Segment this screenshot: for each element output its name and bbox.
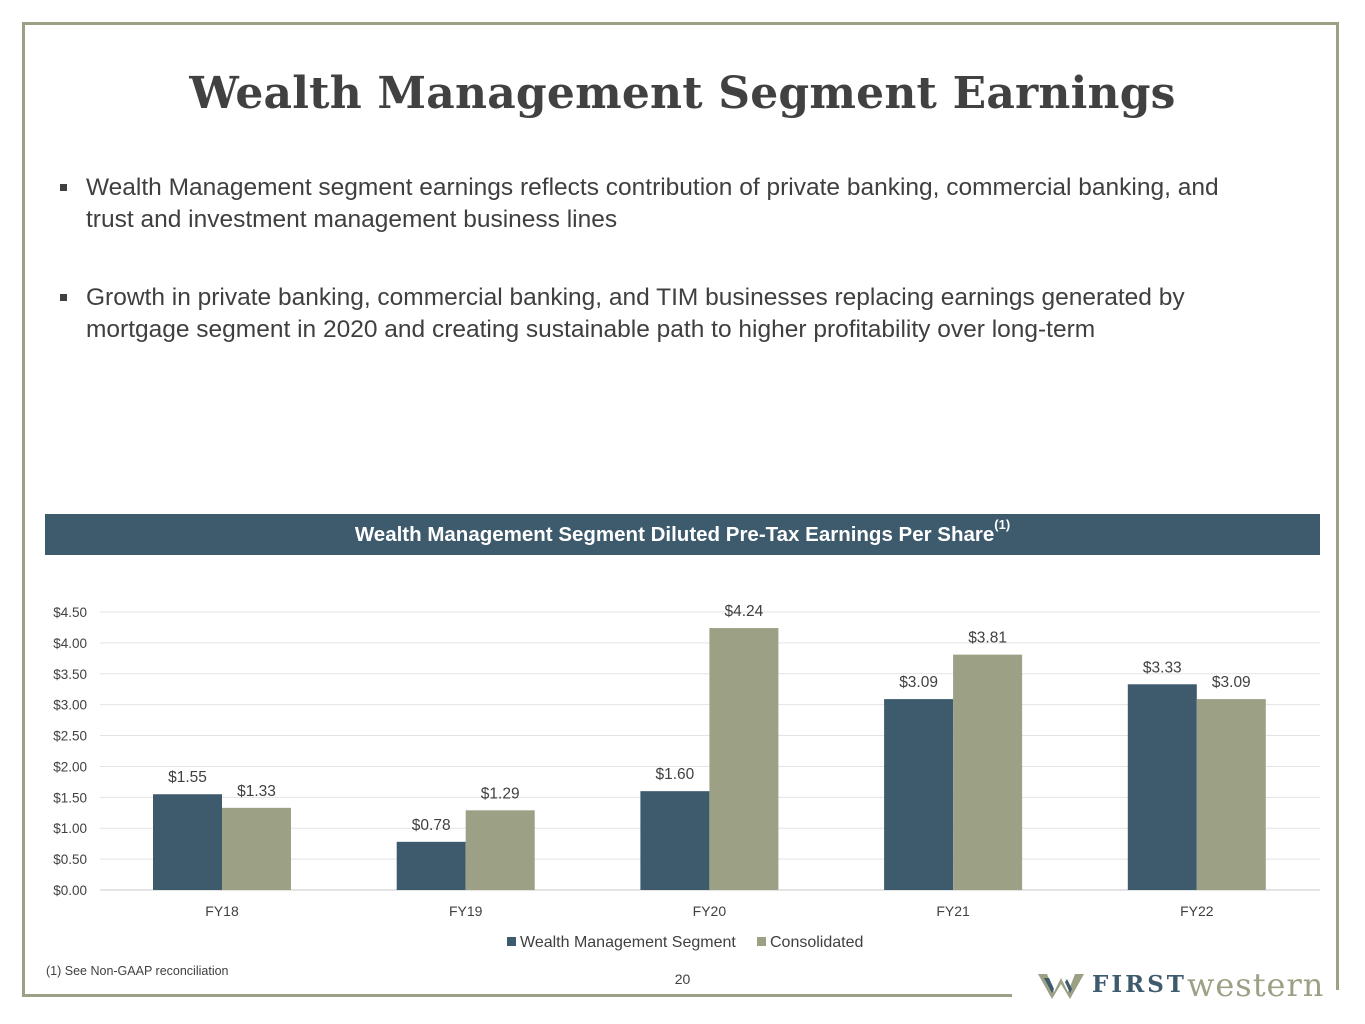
bar [1196, 699, 1266, 890]
chart-legend: Wealth Management Segment Consolidated [507, 934, 863, 951]
bullet-text: Growth in private banking, commercial ba… [86, 284, 1185, 343]
legend-label: Consolidated [770, 934, 863, 951]
bullet-text: Wealth Management segment earnings refle… [86, 174, 1219, 233]
x-axis-ticks: FY18 FY19 FY20 FY21 FY22 [205, 903, 1213, 919]
chart-title: Wealth Management Segment Diluted Pre-Ta… [354, 523, 995, 546]
bar [953, 654, 1023, 890]
y-tick-label: $2.50 [53, 729, 87, 744]
logo-western-text: western [1186, 966, 1325, 1004]
chart-bars [153, 628, 1266, 890]
square-bullet-icon [60, 184, 67, 191]
bar-chart: $0.00 $0.50 $1.00 $1.50 $2.00 $2.50 $3.00 $3.50… [53, 603, 1320, 951]
y-tick-label: $4.50 [53, 605, 87, 620]
y-tick-label: $4.00 [53, 636, 87, 651]
bar [709, 628, 779, 890]
page-title: Wealth Management Segment Earnings [189, 68, 1176, 119]
bar [884, 699, 954, 890]
bar [396, 841, 466, 890]
page-number: 20 [674, 971, 691, 987]
chart-data-labels: $1.55 $1.33 $0.78 $1.29 $1.60 $4.24 $3.09 $3.81… [168, 603, 1251, 834]
logo-w-icon [1038, 974, 1084, 999]
bullet-item: Wealth Management segment earnings refle… [58, 172, 1258, 236]
bar-value-label: $1.29 [481, 785, 520, 802]
square-bullet-icon [60, 294, 67, 301]
bar [640, 791, 710, 890]
bullet-item: Growth in private banking, commercial ba… [58, 282, 1258, 346]
bar-value-label: $4.24 [725, 603, 764, 620]
footnote: (1) See Non-GAAP reconciliation [46, 964, 229, 978]
legend-swatch [757, 937, 766, 946]
bar [1127, 684, 1197, 890]
bar-value-label: $3.81 [968, 630, 1007, 647]
bar-value-label: $0.78 [412, 817, 451, 834]
legend-label: Wealth Management Segment [520, 934, 736, 951]
bar-value-label: $1.33 [237, 783, 276, 800]
bar [465, 810, 535, 890]
y-tick-label: $1.00 [53, 821, 87, 836]
bar-value-label: $1.55 [168, 769, 207, 786]
logo-first-text: FIRST [1092, 971, 1187, 998]
bullet-list: Wealth Management segment earnings refle… [58, 172, 1258, 346]
chart-title-banner: Wealth Management Segment Diluted Pre-Ta… [45, 514, 1320, 555]
company-logo: FIRST western [1038, 966, 1325, 1004]
x-tick-label: FY20 [693, 903, 727, 919]
y-tick-label: $3.00 [53, 698, 87, 713]
bar-value-label: $1.60 [656, 766, 695, 783]
legend-swatch [507, 937, 516, 946]
bar-value-label: $3.33 [1143, 659, 1182, 676]
x-tick-label: FY21 [936, 903, 970, 919]
x-tick-label: FY18 [205, 903, 239, 919]
y-tick-label: $2.00 [53, 759, 87, 774]
y-axis-ticks: $0.00 $0.50 $1.00 $1.50 $2.00 $2.50 $3.00 $3.50… [53, 605, 87, 898]
bar [153, 794, 222, 890]
frame-gap [1012, 990, 1347, 1004]
slide-frame [22, 22, 1339, 997]
bar-value-label: $3.09 [1212, 674, 1251, 691]
y-tick-label: $3.50 [53, 667, 87, 682]
y-tick-label: $0.50 [53, 852, 87, 867]
bar [222, 807, 291, 890]
x-tick-label: FY22 [1180, 903, 1214, 919]
y-tick-label: $0.00 [53, 883, 87, 898]
chart-title-note: (1) [994, 517, 1011, 532]
y-tick-label: $1.50 [53, 790, 87, 805]
x-tick-label: FY19 [449, 903, 483, 919]
bar-value-label: $3.09 [899, 674, 938, 691]
